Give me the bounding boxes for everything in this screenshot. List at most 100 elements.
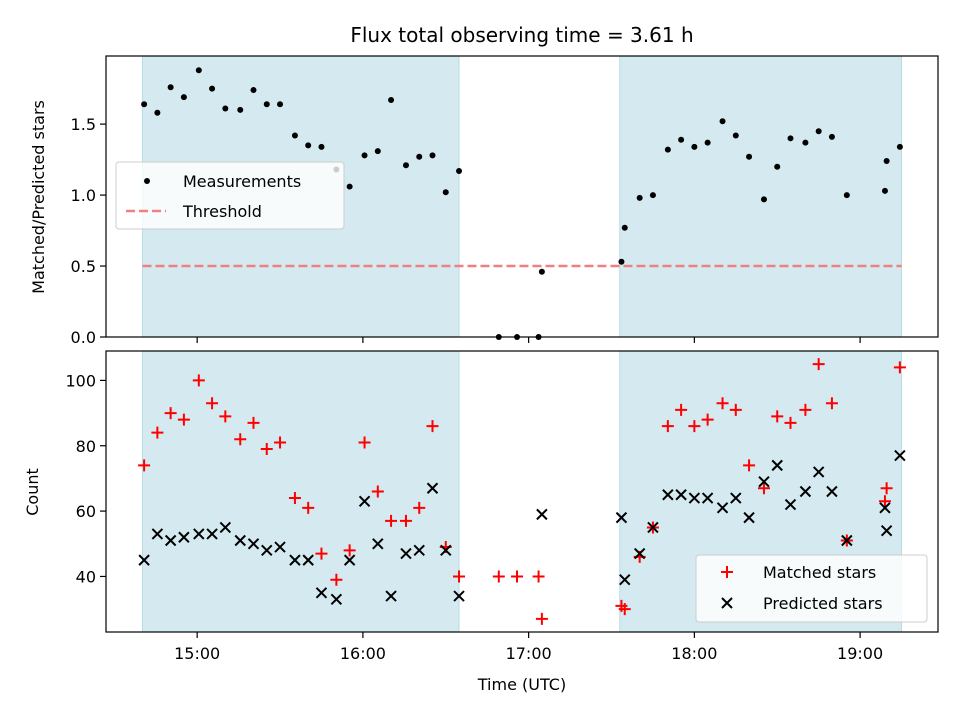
predicted-stars-point [675, 489, 687, 501]
measurements-point [649, 192, 656, 199]
measurements-point [802, 139, 809, 146]
predicted-stars-point [880, 525, 893, 537]
measurements-point [621, 224, 628, 231]
measurements-point [636, 194, 643, 201]
predicted-stars-point [358, 495, 371, 508]
predicted-stars-point [812, 466, 825, 478]
predicted-stars-point [730, 492, 742, 504]
measurements-point [141, 101, 148, 108]
count-legend: Matched stars Predicted stars [695, 554, 928, 623]
measurements-point [318, 143, 325, 150]
matched-stars-point [532, 570, 545, 583]
ratio-x-axis [196, 337, 861, 343]
matched-stars-point [878, 495, 891, 508]
matched-stars-point [315, 547, 328, 560]
predicted-stars-point [716, 502, 729, 514]
predicted-stars-point [372, 538, 384, 550]
measurements-point [896, 143, 903, 150]
measurements-point [828, 133, 835, 140]
matched-stars-point [426, 420, 439, 433]
predicted-stars-point [662, 489, 674, 501]
matched-stars-point [330, 573, 343, 586]
measurements-point [746, 153, 753, 160]
count-shade-window-1 [141, 350, 460, 633]
predicted-stars-point [799, 485, 812, 498]
matched-stars-point [138, 459, 151, 472]
count-y-tick-label: 60 [76, 502, 96, 521]
matched-stars-point [260, 443, 273, 456]
matched-stars-point [757, 482, 770, 495]
measurements-point [787, 135, 794, 142]
predicted-stars-point [330, 593, 343, 606]
measurements-point [691, 143, 698, 150]
count-y-axis: 40 60 80 100 [65, 371, 106, 586]
count-panel: 40 60 80 100 15:00 16:00 17:00 18:00 19:00 Coun… [23, 350, 939, 694]
predicted-stars-point [343, 554, 356, 566]
predicted-stars-point [413, 544, 425, 557]
measurements-point [815, 128, 822, 135]
ratio-y-tick-label: 0.5 [71, 257, 96, 276]
legend-matched-marker [721, 566, 733, 578]
matched-stars-point [771, 410, 784, 423]
predicted-stars-point [289, 554, 301, 566]
measurements-point [305, 142, 312, 149]
measurements-point [416, 153, 423, 160]
matched-stars-point [716, 397, 729, 410]
predicted-stars-point [400, 547, 412, 560]
predicted-stars-point [247, 538, 260, 550]
predicted-stars-point [633, 547, 646, 560]
measurements-point [760, 196, 767, 203]
measurements-point [618, 258, 625, 265]
predicted-stars-point [701, 492, 714, 504]
predicted-stars-point [426, 482, 439, 494]
predicted-stars-point [841, 534, 853, 547]
measurements-point [195, 67, 202, 74]
predicted-stars-point [164, 534, 177, 547]
measurements-point [402, 162, 409, 169]
matched-stars-point [413, 501, 426, 514]
measurements-point [664, 146, 671, 153]
matched-stars-point [729, 403, 742, 416]
predicted-stars-point [302, 554, 314, 566]
measurements-point [180, 94, 187, 101]
matched-stars-point [399, 514, 412, 527]
ratio-shade-window-2 [619, 55, 903, 338]
ratio-legend: Measurements Threshold [115, 161, 345, 230]
ratio-y-tick-label: 1.5 [71, 115, 96, 134]
x-tick-label: 19:00 [837, 644, 883, 663]
measurements-point [277, 101, 284, 108]
matched-stars-point [880, 482, 893, 495]
measurements-point [538, 268, 545, 275]
predicted-stars-point [315, 587, 328, 599]
measurements-point [843, 192, 850, 199]
matched-stars-point [274, 436, 287, 449]
ratio-panel: 0.0 0.5 1.0 1.5 Matched/Predicted stars Mea… [29, 55, 939, 347]
predicted-stars-point [743, 511, 755, 524]
x-tick-label: 16:00 [340, 644, 386, 663]
matched-stars-point [743, 459, 756, 472]
matched-stars-point [219, 410, 232, 423]
bottom-observing-windows [141, 350, 903, 633]
matched-stars-point [247, 416, 260, 429]
measurements-point [374, 148, 381, 155]
x-tick-label: 15:00 [174, 644, 220, 663]
legend-predicted-marker [721, 597, 733, 609]
matched-stars-point [492, 570, 505, 583]
measurements-point [154, 109, 161, 116]
matched-stars-point [302, 501, 315, 514]
predicted-stars-point [879, 502, 891, 514]
count-x-axis: 15:00 16:00 17:00 18:00 19:00 [174, 632, 883, 663]
matched-stars-point [825, 397, 838, 410]
predicted-stars-point [385, 590, 397, 602]
predicted-stars-point [261, 544, 273, 557]
measurements-point [774, 163, 781, 170]
matched-stars-point [799, 403, 812, 416]
count-y-tick-label: 100 [65, 371, 96, 390]
ratio-y-axis: 0.0 0.5 1.0 1.5 [71, 115, 106, 347]
legend-measurements-label: Measurements [183, 172, 301, 191]
measurements-point [678, 136, 685, 143]
matched-stars-point [288, 492, 301, 505]
matched-stars-point [675, 403, 688, 416]
count-y-axis-label: Count [23, 468, 42, 516]
predicted-stars-point [453, 590, 465, 602]
